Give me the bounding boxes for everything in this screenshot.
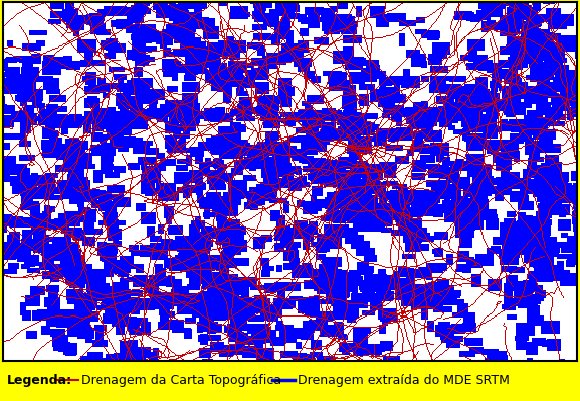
Text: Drenagem extraída do MDE SRTM: Drenagem extraída do MDE SRTM <box>298 374 510 387</box>
Text: Drenagem da Carta Topográfica: Drenagem da Carta Topográfica <box>81 374 281 387</box>
Text: Legenda:: Legenda: <box>7 374 72 387</box>
